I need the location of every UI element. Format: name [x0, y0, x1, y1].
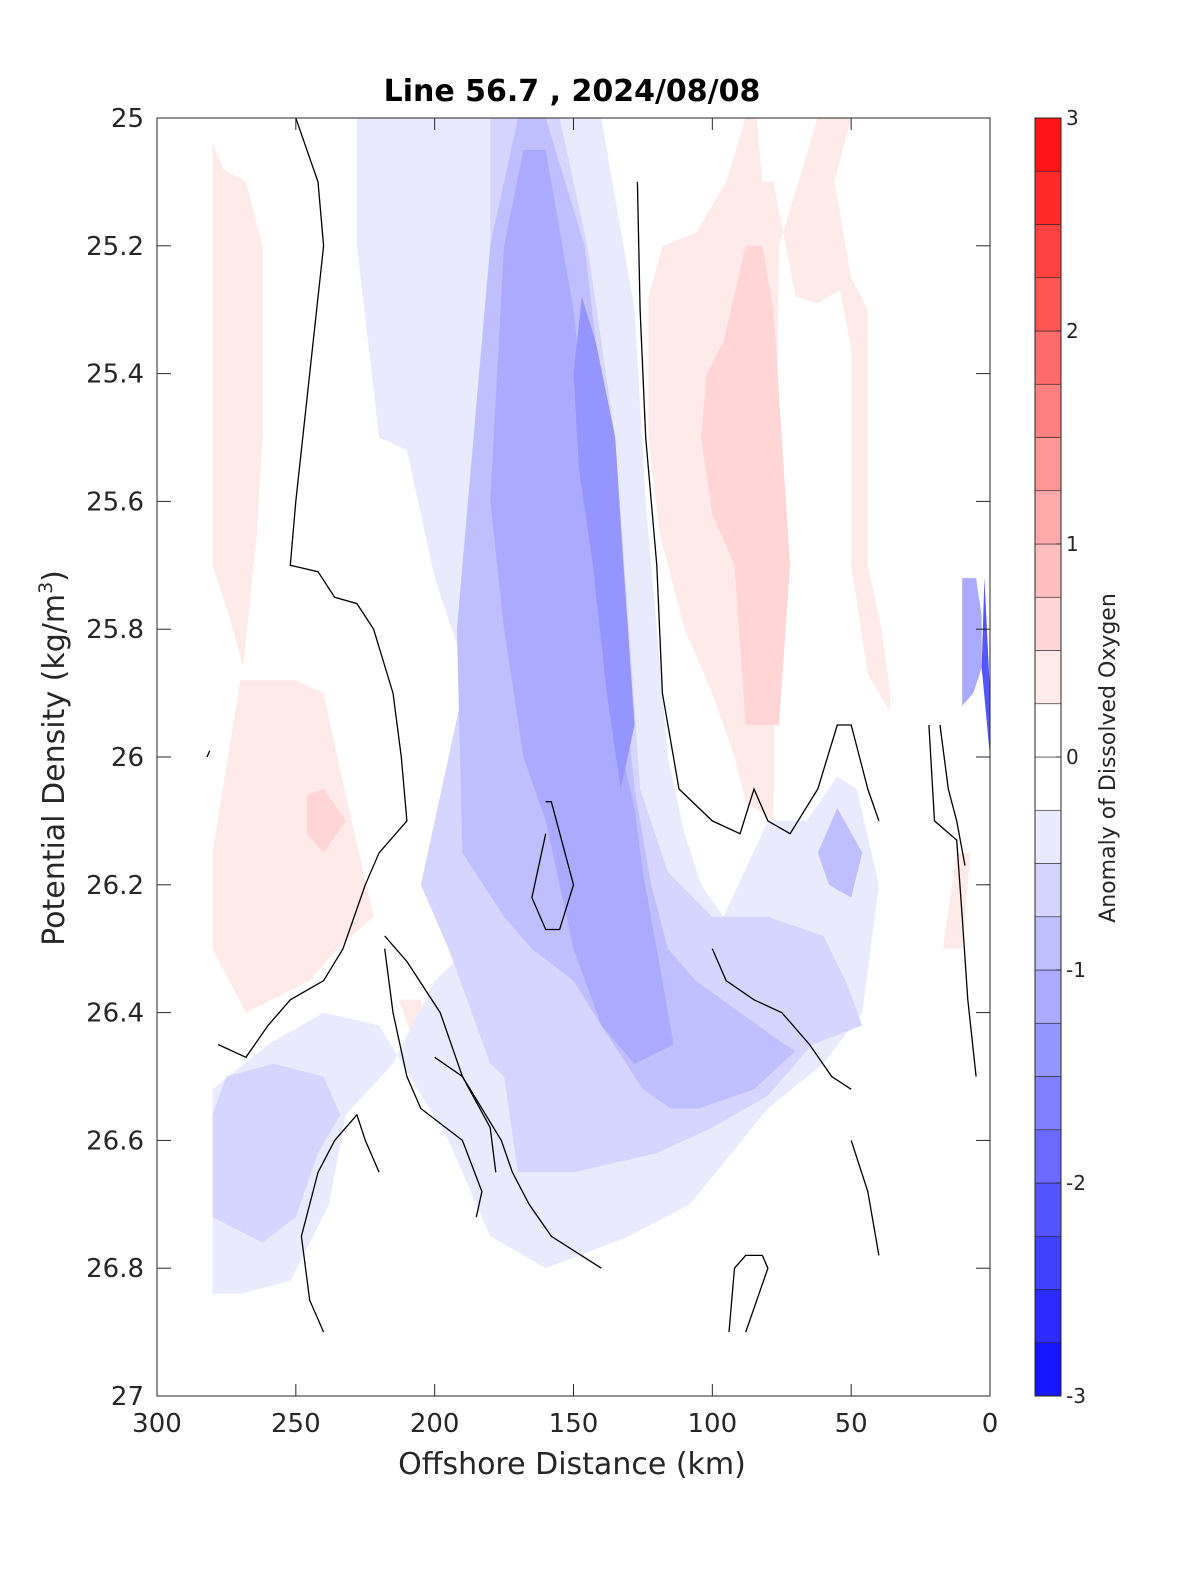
colorbar-segment	[1034, 809, 1062, 864]
x-tick-label: 300	[132, 1409, 182, 1439]
y-tick-label: 27	[111, 1382, 144, 1412]
negative-anomaly-region	[573, 296, 635, 789]
colorbar-tick-label: 0	[1066, 745, 1079, 769]
x-tick-label: 50	[835, 1409, 868, 1439]
y-axis-title-superscript: 3	[35, 582, 57, 594]
colorbar-segment	[1034, 1129, 1062, 1184]
y-tick-label: 25.6	[86, 487, 144, 517]
colorbar-title: Anomaly of Dissolved Oxygen	[1096, 593, 1121, 923]
zero-contour-line	[384, 948, 483, 1218]
y-tick-label: 25.2	[86, 232, 144, 262]
y-tick-label: 25.4	[86, 360, 144, 390]
zero-contour-line	[728, 1254, 769, 1333]
y-axis-title-main: Potential Density (kg/m	[37, 594, 72, 946]
colorbar-tick-label: 2	[1066, 319, 1079, 343]
zero-anomaly-contours	[206, 118, 977, 1333]
y-axis-title: Potential Density (kg/m3)	[35, 570, 72, 946]
colorbar-segment	[1034, 969, 1062, 1024]
x-axis-title: Offshore Distance (km)	[398, 1447, 746, 1482]
anomaly-fill-regions	[212, 118, 990, 1294]
zero-contour-line	[636, 181, 880, 835]
negative-anomaly-region	[962, 578, 982, 706]
colorbar-segment	[1034, 330, 1062, 385]
x-tick-label: 0	[982, 1409, 999, 1439]
negative-anomaly-region	[817, 808, 863, 898]
colorbar-segment	[1034, 1182, 1062, 1237]
y-tick-label: 26.8	[86, 1254, 144, 1284]
zero-contour-line	[939, 724, 966, 866]
y-tick-label: 26.6	[86, 1126, 144, 1156]
colorbar-tick-label: -2	[1066, 1171, 1086, 1195]
x-tick-label: 200	[410, 1409, 460, 1439]
colorbar-segment	[1034, 277, 1062, 332]
zero-contour-line	[300, 1113, 380, 1333]
y-tick-label: 25.8	[86, 615, 144, 645]
colorbar-segment	[1034, 117, 1062, 172]
x-tick-label: 100	[688, 1409, 738, 1439]
colorbar-segment	[1034, 224, 1062, 279]
colorbar-segment	[1034, 703, 1062, 758]
colorbar-segment	[1034, 1235, 1062, 1290]
zero-contour-line	[531, 801, 575, 931]
colorbar-segment	[1034, 1022, 1062, 1077]
colorbar-segment	[1034, 1342, 1062, 1397]
colorbar-segment	[1034, 756, 1062, 811]
colorbar-tick-label: 3	[1066, 106, 1079, 130]
y-tick-label: 26.4	[86, 999, 144, 1029]
y-tick-label: 26	[111, 743, 144, 773]
zero-contour-line	[217, 118, 408, 1059]
colorbar-tick-label: -1	[1066, 958, 1086, 982]
colorbar-segment	[1034, 543, 1062, 598]
zero-contour-line	[928, 724, 977, 1077]
colorbar-segment	[1034, 596, 1062, 651]
colorbar-segment	[1034, 1289, 1062, 1344]
colorbar-tick-label: -3	[1066, 1384, 1086, 1408]
y-axis: 25 25.2 25.4 25.6 25.8 26 26.2 26.4 26.6 26.8 27	[86, 104, 990, 1412]
y-tick-label: 26.2	[86, 871, 144, 901]
negative-anomaly-region	[490, 150, 674, 1064]
x-axis: 300 250 200 150 100 50 0	[132, 118, 998, 1439]
colorbar-tick-label: 1	[1066, 532, 1079, 556]
y-tick-label: 25	[111, 104, 144, 134]
negative-anomaly-region	[981, 578, 990, 757]
negative-anomaly-region	[212, 1063, 341, 1243]
colorbar-segment	[1034, 490, 1062, 545]
colorbar-segment	[1034, 916, 1062, 971]
colorbar-segment	[1034, 650, 1062, 705]
zero-contour-line	[850, 1140, 880, 1256]
colorbar-segment	[1034, 863, 1062, 918]
positive-anomaly-region	[306, 789, 346, 853]
zero-contour-line	[434, 1056, 497, 1173]
chart-title: Line 56.7 , 2024/08/08	[384, 74, 761, 109]
colorbar-segment	[1034, 437, 1062, 492]
x-tick-label: 250	[271, 1409, 321, 1439]
positive-anomaly-region	[212, 680, 374, 1013]
colorbar-segment	[1034, 383, 1062, 438]
zero-contour-line	[384, 935, 602, 1269]
positive-anomaly-region	[701, 245, 791, 726]
zero-contour-line	[206, 750, 211, 758]
y-axis-title-end: )	[37, 570, 72, 582]
positive-anomaly-region	[212, 143, 263, 668]
positive-anomaly-region	[942, 852, 971, 949]
x-tick-label: 150	[549, 1409, 599, 1439]
zero-contour-line	[711, 948, 852, 1090]
colorbar-segment	[1034, 170, 1062, 225]
colorbar: -3 -2 -1 0 1 2 3	[1034, 106, 1086, 1408]
colorbar-segment	[1034, 1076, 1062, 1131]
